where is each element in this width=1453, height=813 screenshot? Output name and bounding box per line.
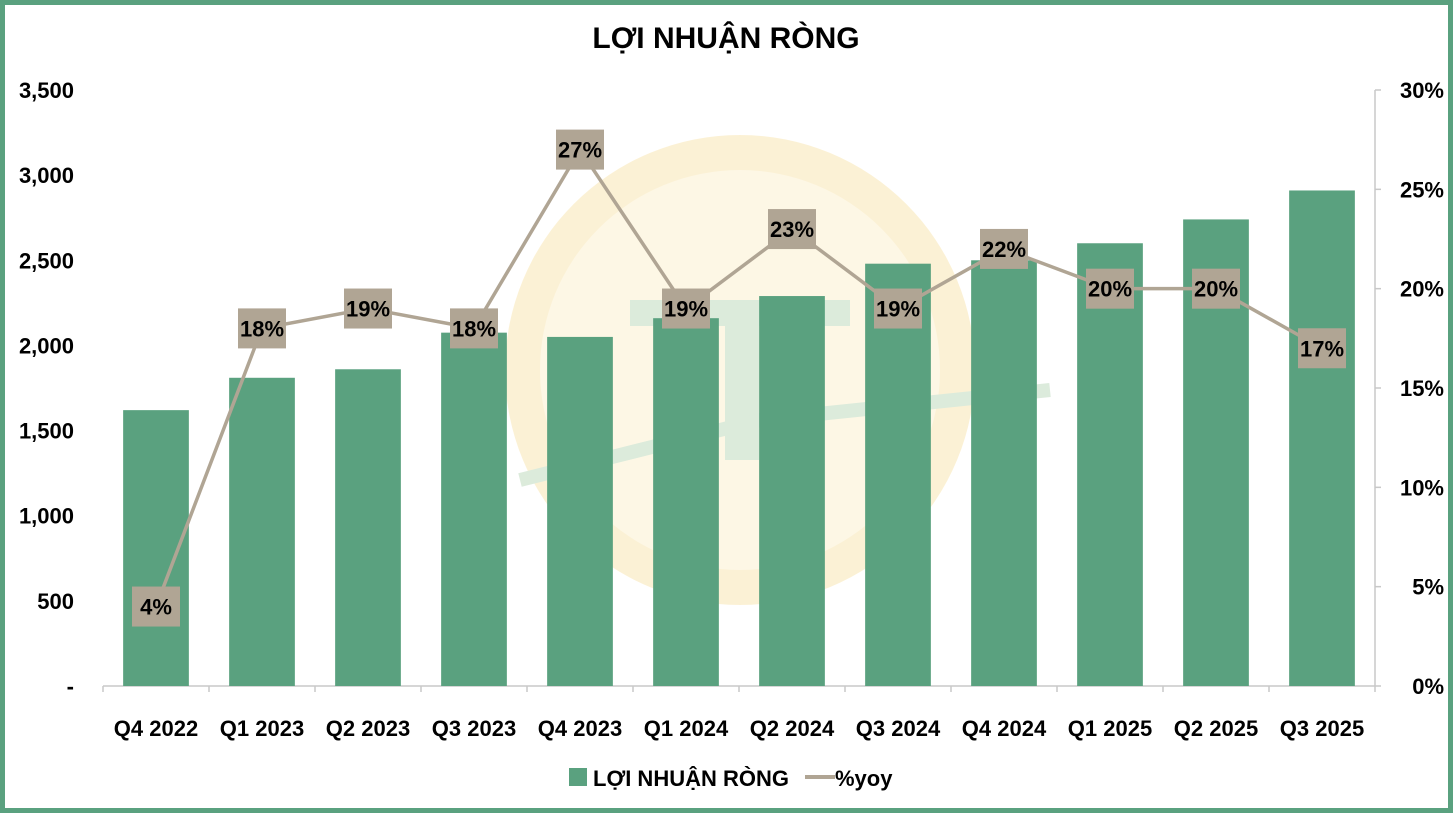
y-left-tick-label: - [67,674,74,699]
yoy-data-label: 19% [346,297,390,322]
legend-label-yoy: %yoy [835,766,893,791]
x-tick-label: Q4 2024 [962,716,1047,741]
yoy-label-box [556,129,604,170]
legend-swatch-net-profit [569,768,587,786]
y-left-tick-label: 3,500 [19,78,74,103]
y-right-tick-label: 30% [1400,78,1444,103]
bar [547,336,613,686]
yoy-label-box [1192,268,1240,309]
bar [1077,243,1143,686]
bar-series [123,190,1355,686]
bar [971,260,1037,686]
yoy-label-box [1086,268,1134,309]
yoy-data-label: 27% [558,138,602,163]
yoy-data-label: 19% [876,297,920,322]
bar [335,369,401,686]
yoy-label-box [344,288,392,329]
yoy-data-labels: 4% 18% 19% 18% 27% 19% 23% 19% 22% 20% 20% 17% [132,129,1346,627]
yoy-label-box [662,288,710,329]
y-right-tick-label: 15% [1400,376,1444,401]
y-left-tick-label: 1,000 [19,504,74,529]
bar [865,263,931,686]
yoy-data-label: 17% [1300,336,1344,361]
yoy-data-label: 4% [140,595,172,620]
x-tick-label: Q3 2024 [856,716,941,741]
chart-title: LỢI NHUẬN RÒNG [592,21,859,55]
y-left-tick-label: 1,500 [19,419,74,444]
yoy-data-label: 23% [770,217,814,242]
legend-label-net-profit: LỢI NHUẬN RÒNG [593,766,789,791]
axes: Q4 2022 Q1 2023 Q2 2023 Q3 2023 Q4 2023 Q1 20… [19,78,1444,741]
y-left-tick-label: 2,500 [19,248,74,273]
yoy-label-box [132,586,180,627]
y-right-tick-label: 25% [1400,177,1444,202]
bar [759,296,825,686]
yoy-data-label: 18% [240,316,284,341]
x-tick-label: Q1 2023 [220,716,304,741]
x-tick-label: Q1 2024 [644,716,729,741]
yoy-label-box [450,308,498,349]
bar [653,318,719,686]
y-right-tick-label: 10% [1400,475,1444,500]
yoy-label-box [1298,328,1346,369]
yoy-data-label: 20% [1088,277,1132,302]
y-left-tick-label: 3,000 [19,163,74,188]
x-tick-label: Q2 2024 [750,716,835,741]
bar [441,332,507,686]
x-tick-label: Q4 2023 [538,716,622,741]
x-tick-label: Q3 2023 [432,716,516,741]
y-right-tick-label: 5% [1412,575,1444,600]
yoy-label-box [980,228,1028,269]
x-tick-label: Q2 2025 [1174,716,1258,741]
yoy-label-box [768,209,816,250]
yoy-data-label: 22% [982,237,1026,262]
x-tick-label: Q2 2023 [326,716,410,741]
x-tick-label: Q3 2025 [1280,716,1364,741]
x-tick-label: Q4 2022 [114,716,198,741]
y-right-tick-label: 20% [1400,277,1444,302]
y-left-tick-label: 2,000 [19,333,74,358]
bar [1289,190,1355,686]
legend: LỢI NHUẬN RÒNG %yoy [569,766,893,791]
bar [229,377,295,686]
yoy-label-box [238,308,286,349]
y-right-tick-label: 0% [1412,674,1444,699]
yoy-data-label: 20% [1194,277,1238,302]
y-left-tick-label: 500 [37,589,74,614]
yoy-data-label: 18% [452,316,496,341]
yoy-data-label: 19% [664,297,708,322]
x-tick-label: Q1 2025 [1068,716,1152,741]
yoy-label-box [874,288,922,329]
